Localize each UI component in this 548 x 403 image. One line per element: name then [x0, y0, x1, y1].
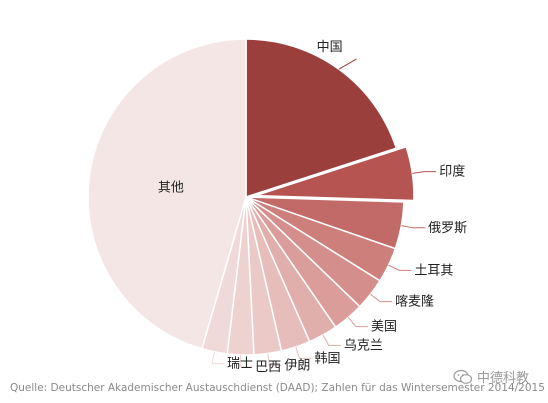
slice-label-0: 中国 [317, 40, 343, 55]
slice-label-8: 伊朗 [284, 358, 310, 373]
slice-label-11: 其他 [158, 180, 184, 195]
slice-label-5: 美国 [371, 320, 397, 335]
slice-label-1: 印度 [439, 164, 465, 180]
leader-line-3 [388, 264, 412, 271]
leader-line-1 [412, 171, 437, 174]
wechat-icon [453, 369, 473, 384]
leader-line-2 [401, 225, 426, 229]
slice-label-3: 土耳其 [414, 263, 453, 278]
slice-label-2: 俄罗斯 [428, 221, 467, 236]
source-note: Quelle: Deutscher Akademischer Austausch… [10, 382, 545, 394]
slice-label-9: 巴西 [255, 360, 281, 375]
watermark-text: 中德科教 [477, 371, 530, 386]
slice-label-4: 喀麦隆 [395, 294, 434, 310]
leader-line-5 [347, 317, 368, 328]
slice-label-7: 韩国 [315, 351, 341, 366]
pie-slice-1 [255, 145, 415, 202]
watermark: 中德科教 [453, 367, 529, 386]
slice-label-6: 乌克兰 [344, 337, 383, 353]
leader-line-0 [338, 58, 357, 70]
pie-slice-11 [87, 38, 247, 350]
leader-line-9 [239, 354, 253, 368]
slice-label-10: 瑞士 [227, 357, 253, 372]
pie-slice-0 [245, 38, 398, 199]
leader-line-8 [267, 353, 282, 366]
leader-line-7 [295, 346, 312, 359]
leader-line-10 [211, 351, 225, 365]
leader-line-6 [322, 334, 341, 346]
leader-line-4 [370, 293, 392, 303]
